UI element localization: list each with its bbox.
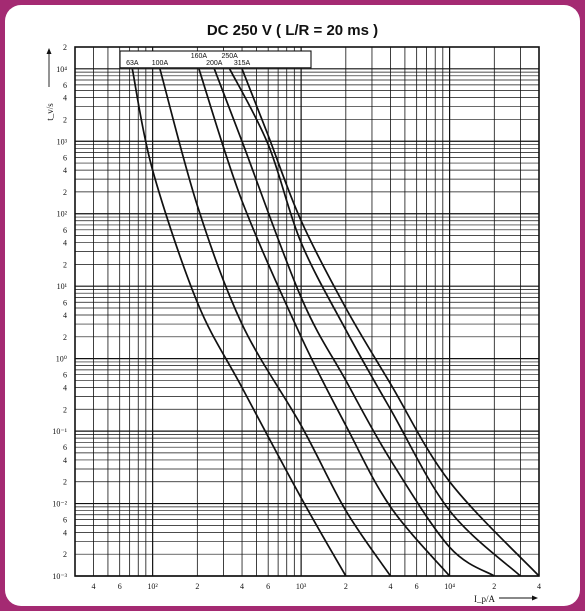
curve-250a: [228, 68, 521, 577]
y-tick-label: 6: [63, 81, 67, 90]
x-axis-arrow-head: [532, 595, 538, 601]
y-tick-label: 2: [63, 43, 67, 52]
x-tick-label: 4: [389, 582, 393, 591]
curve-63a: [131, 68, 347, 577]
y-tick-label: 10²: [57, 210, 68, 219]
y-tick-label: 2: [63, 188, 67, 197]
curve-315a: [241, 68, 540, 577]
x-tick-label: 2: [492, 582, 496, 591]
y-tick-label: 4: [63, 94, 67, 103]
curve-label-63a: 63A: [126, 60, 139, 67]
y-axis-arrow-head: [46, 48, 52, 54]
curve-label-250a: 250A: [221, 53, 238, 60]
y-tick-label: 4: [63, 311, 67, 320]
y-tick-label: 10³: [57, 137, 68, 146]
y-tick-label: 6: [63, 443, 67, 452]
x-tick-label: 10³: [296, 582, 307, 591]
y-tick-label: 6: [63, 298, 67, 307]
y-tick-label: 10⁴: [56, 65, 67, 74]
x-tick-label: 2: [195, 582, 199, 591]
y-tick-label: 10⁻³: [52, 572, 67, 581]
tick-labels: 10⁻³ 2 4 6 10⁻² 2 4 6 10⁻¹ 2 4 6 10⁰ 2 4 6 10¹ 2 4 6 10² 2 4 6 1…: [52, 43, 541, 591]
chart-card: DC 250 V ( L/R = 20 ms ) 63A 100A 160A 200A…: [5, 5, 580, 606]
y-tick-label: 2: [63, 115, 67, 124]
y-tick-label: 4: [63, 166, 67, 175]
x-axis-label: I_p/A: [474, 594, 495, 604]
curve-label-100a: 100A: [152, 60, 169, 67]
y-tick-label: 10⁻¹: [52, 427, 67, 436]
x-tick-label: 6: [118, 582, 122, 591]
y-tick-label: 4: [63, 528, 67, 537]
x-tick-label: 2: [344, 582, 348, 591]
y-tick-label: 2: [63, 405, 67, 414]
y-tick-label: 6: [63, 371, 67, 380]
x-tick-label: 6: [266, 582, 270, 591]
y-axis-label: t_v/s: [45, 103, 55, 121]
y-tick-label: 6: [63, 226, 67, 235]
y-tick-label: 4: [63, 456, 67, 465]
y-tick-label: 10⁰: [56, 355, 67, 364]
x-tick-label: 10⁴: [444, 582, 455, 591]
x-tick-label: 4: [92, 582, 96, 591]
y-tick-label: 2: [63, 333, 67, 342]
y-tick-label: 10⁻²: [52, 500, 67, 509]
curve-160a: [198, 68, 451, 577]
y-tick-label: 4: [63, 239, 67, 248]
y-tick-label: 2: [63, 550, 67, 559]
x-tick-label: 10²: [147, 582, 158, 591]
y-tick-label: 10¹: [57, 282, 68, 291]
y-tick-label: 2: [63, 478, 67, 487]
axis-labels: t_v/s I_p/A: [45, 48, 538, 604]
y-tick-label: 6: [63, 153, 67, 162]
curve-label-315a: 315A: [234, 60, 251, 67]
curve-label-160a: 160A: [191, 53, 208, 60]
curve-label-box: [119, 50, 312, 69]
curve-200a: [213, 68, 495, 577]
y-tick-label: 4: [63, 383, 67, 392]
time-current-curves: [131, 68, 540, 577]
x-tick-label: 6: [415, 582, 419, 591]
grid-lines: [74, 46, 540, 577]
curve-100a: [159, 68, 392, 577]
y-tick-label: 6: [63, 516, 67, 525]
x-tick-label: 4: [240, 582, 244, 591]
chart-title: DC 250 V ( L/R = 20 ms ): [206, 22, 379, 39]
x-tick-label: 4: [537, 582, 541, 591]
curve-label-200a: 200A: [206, 60, 223, 67]
y-tick-label: 2: [63, 260, 67, 269]
